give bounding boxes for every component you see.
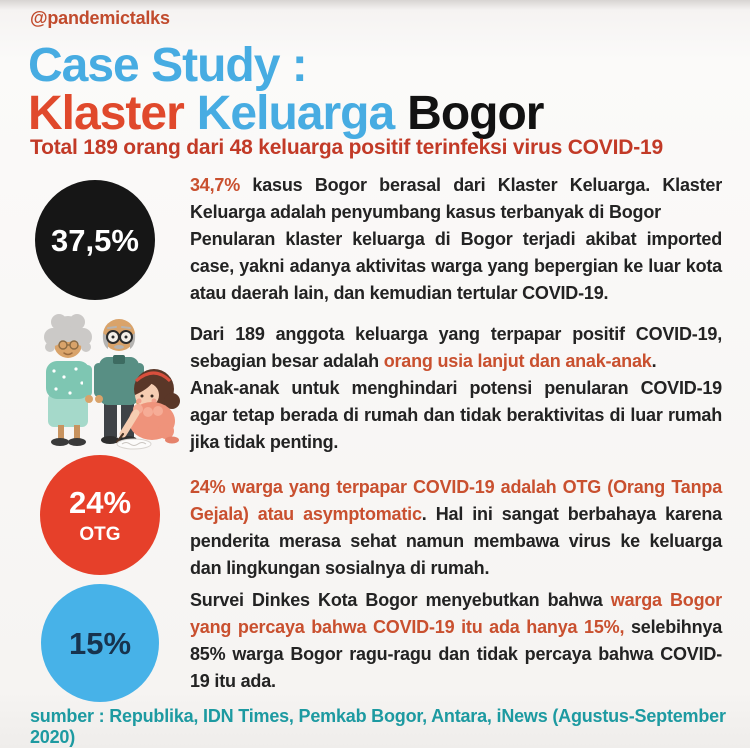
section-3-text: 24% warga yang terpapar COVID-19 adalah … [190,474,722,582]
section-2-seg-3: . [651,351,657,371]
highlight-34-7: 34,7% [190,175,241,195]
section-4-seg-1: Survei Dinkes Kota Bogor menyebutkan bah… [190,590,611,610]
stat-circle-24-otg: 24% OTG [40,455,160,575]
section-1-seg-2: kasus Bogor berasal dari Klaster Keluarg… [190,175,722,222]
page-title-line2: Klaster Keluarga Bogor [28,86,556,141]
title-word-klaster: Klaster [28,87,185,140]
title-word-keluarga: Keluarga [196,87,395,140]
highlight-percaya-15: warga Bogor yang percaya bahwa COVID-19 … [190,590,722,637]
account-handle: @pandemictalks [30,8,170,28]
section-3-seg-2: . Hal ini sangat berbahaya karena pender… [190,504,722,578]
page-title-line1: Case Study : [28,39,308,92]
elderly-couple-and-child-illustration [20,303,180,451]
subtitle-total-stat: Total 189 orang dari 48 keluarga positif… [30,136,663,159]
section-2-seg-1: Dari 189 anggota keluarga yang terpapar … [190,324,722,371]
stat-circle-15: 15% [41,584,159,702]
source-attribution: sumber : Republika, IDN Times, Pemkab Bo… [30,706,726,747]
title-word-bogor: Bogor [407,87,544,140]
highlight-24-otg: 24% warga yang terpapar COVID-19 adalah … [190,477,722,524]
section-2-seg-4: Anak-anak untuk menghindari potensi penu… [190,378,722,452]
highlight-usia-lanjut: orang usia lanjut dan anak-anak [383,351,652,371]
section-1-seg-3: Penularan klaster keluarga di Bogor terj… [190,229,722,303]
stat-value: 15% [68,625,132,661]
stat-value: 24% [68,484,132,520]
section-4-text: Survei Dinkes Kota Bogor menyebutkan bah… [190,587,722,695]
family-illustration-svg [44,314,180,450]
stat-label-otg: OTG [79,523,121,545]
section-1-text: 34,7% kasus Bogor berasal dari Klaster K… [190,172,722,307]
section-4-seg-3: selebihnya 85% warga Bogor ragu-ragu dan… [190,617,723,691]
stat-value: 37,5% [51,222,139,258]
section-2-text: Dari 189 anggota keluarga yang terpapar … [190,321,722,456]
stat-circle-37-5: 37,5% [35,180,155,300]
